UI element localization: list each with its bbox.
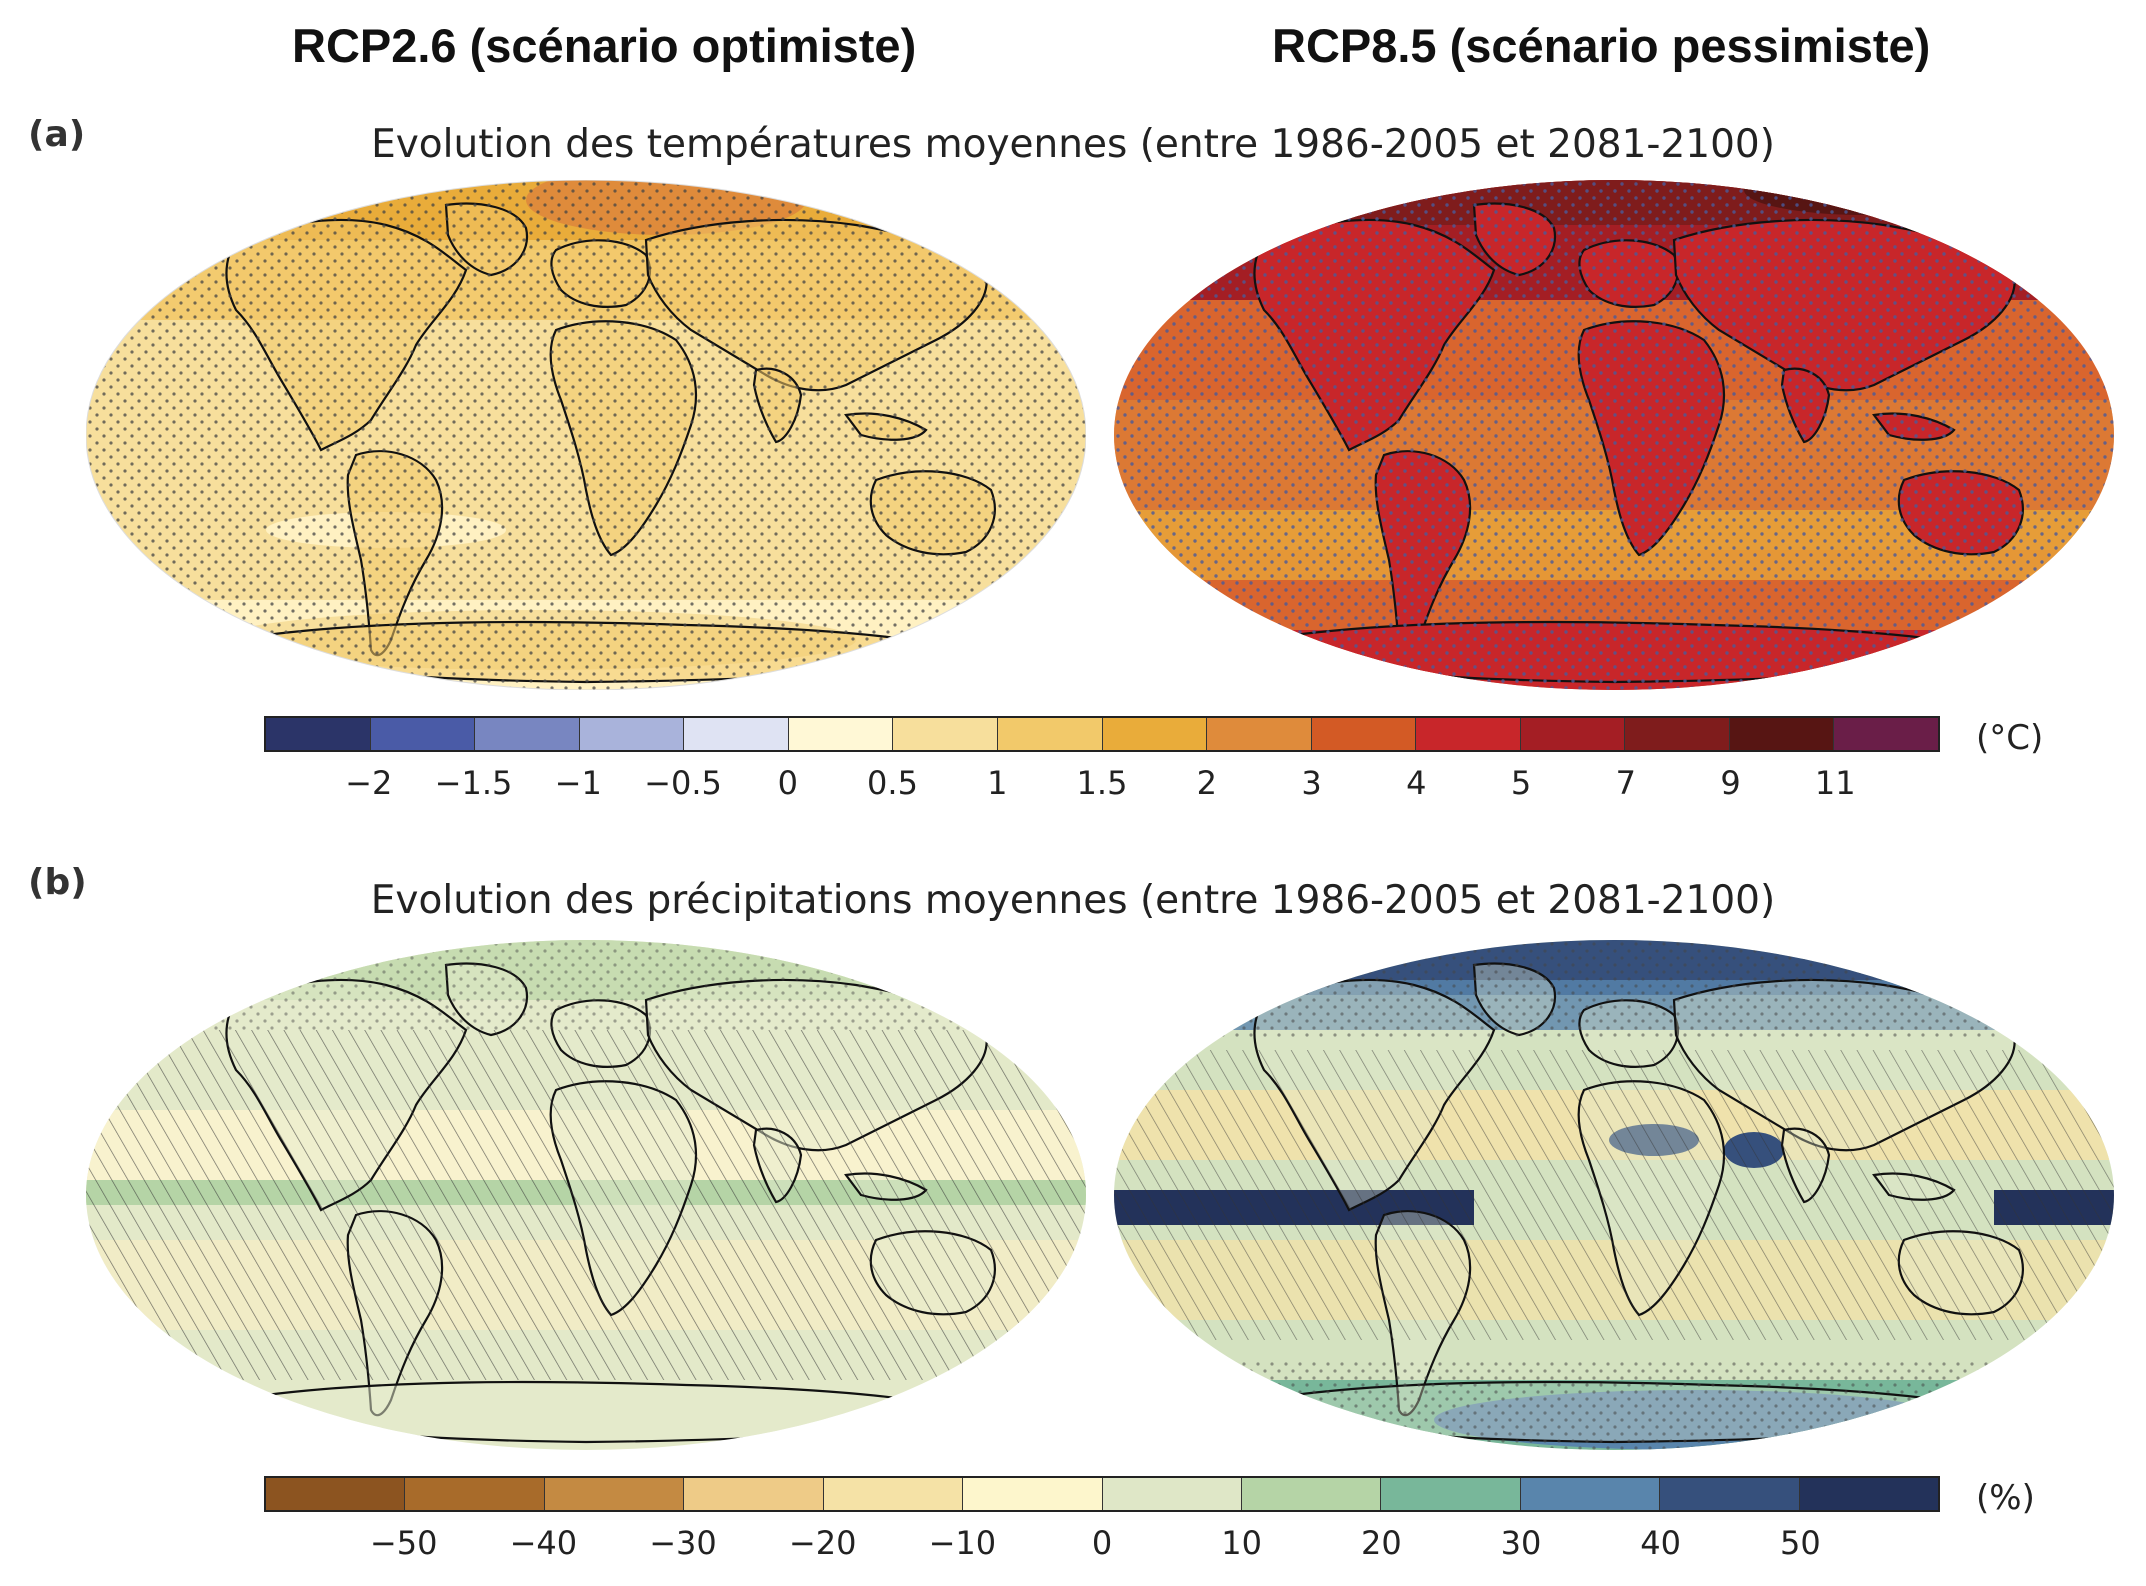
colorbar-swatch bbox=[684, 1478, 824, 1510]
colorbar-tick-label: 10 bbox=[1221, 1524, 1263, 1562]
colorbar-swatch bbox=[1799, 1478, 1939, 1510]
colorbar-temperature bbox=[264, 716, 1940, 752]
colorbar-tick-label: 0 bbox=[777, 764, 798, 802]
colorbar-swatch bbox=[1416, 718, 1521, 750]
colorbar-tick-label: −40 bbox=[509, 1524, 578, 1562]
colorbar-tick-label: 20 bbox=[1360, 1524, 1402, 1562]
colorbar-tick-label: −50 bbox=[369, 1524, 438, 1562]
colorbar-tick-label: 1.5 bbox=[1076, 764, 1128, 802]
colorbar-swatch bbox=[475, 718, 580, 750]
colorbar-tick-label: 2 bbox=[1196, 764, 1217, 802]
panel-label-b: (b) bbox=[28, 862, 87, 903]
colorbar-tick-label: 5 bbox=[1510, 764, 1532, 802]
colorbar-tick-label: 4 bbox=[1406, 764, 1427, 802]
colorbar-tick-label: 0 bbox=[1091, 1524, 1113, 1562]
colorbar-tick-label: −1.5 bbox=[434, 764, 513, 802]
colorbar-swatch bbox=[579, 718, 685, 750]
column-title-rcp85: RCP8.5 (scénario pessimiste) bbox=[1272, 19, 1931, 72]
colorbar-swatch bbox=[544, 1478, 685, 1510]
colorbar-swatch bbox=[684, 718, 789, 750]
map-temperature-rcp85 bbox=[1114, 180, 2114, 690]
panel-label-a: (a) bbox=[28, 114, 86, 155]
colorbar-swatch bbox=[1729, 718, 1835, 750]
colorbar-swatch bbox=[1520, 1478, 1661, 1510]
colorbar-tick-label: −1 bbox=[554, 764, 602, 802]
colorbar-swatch bbox=[370, 718, 476, 750]
colorbar-tick-label: 11 bbox=[1814, 764, 1856, 802]
colorbar-swatch bbox=[997, 718, 1103, 750]
colorbar-swatch bbox=[1625, 718, 1730, 750]
colorbar-swatch bbox=[1102, 1478, 1242, 1510]
colorbar-swatch bbox=[1520, 718, 1626, 750]
colorbar-swatch bbox=[266, 718, 371, 750]
colorbar-swatch bbox=[1311, 718, 1417, 750]
colorbar-tick-label: 7 bbox=[1615, 764, 1636, 802]
colorbar-tick-label: −0.5 bbox=[644, 764, 722, 802]
colorbar-tick-label: 0.5 bbox=[867, 764, 918, 802]
colorbar-tick-label: 9 bbox=[1720, 764, 1741, 802]
colorbar-swatch bbox=[963, 1478, 1103, 1510]
unit-label-precipitation: (%) bbox=[1976, 1478, 2035, 1518]
colorbar-swatch bbox=[405, 1478, 545, 1510]
colorbar-tick-label: −2 bbox=[345, 764, 393, 802]
colorbar-swatch bbox=[893, 718, 998, 750]
colorbar-swatch bbox=[823, 1478, 964, 1510]
map-precipitation-rcp85 bbox=[1114, 940, 2114, 1450]
colorbar-tick-label: −10 bbox=[928, 1524, 997, 1562]
colorbar-swatch bbox=[1102, 718, 1208, 750]
panel-title-precipitation: Evolution des précipitations moyennes (e… bbox=[370, 878, 1776, 923]
colorbar-tick-label: 30 bbox=[1500, 1524, 1542, 1562]
colorbar-precipitation bbox=[264, 1476, 1940, 1512]
colorbar-swatch bbox=[1207, 718, 1312, 750]
column-title-rcp26: RCP2.6 (scénario optimiste) bbox=[292, 19, 917, 72]
map-precipitation-rcp26 bbox=[86, 940, 1086, 1450]
panel-title-temperature: Evolution des températures moyennes (ent… bbox=[371, 122, 1775, 167]
unit-label-temperature: (°C) bbox=[1976, 718, 2044, 758]
colorbar-tick-label: 40 bbox=[1640, 1524, 1682, 1562]
colorbar-swatch bbox=[1660, 1478, 1800, 1510]
colorbar-tick-label: 50 bbox=[1779, 1524, 1821, 1562]
colorbar-tick-label: 3 bbox=[1301, 764, 1322, 802]
colorbar-swatch bbox=[1381, 1478, 1521, 1510]
colorbar-swatch bbox=[1241, 1478, 1382, 1510]
colorbar-swatch bbox=[1834, 718, 1938, 750]
colorbar-swatch bbox=[788, 718, 894, 750]
colorbar-tick-label: −20 bbox=[788, 1524, 857, 1562]
colorbar-tick-label: 1 bbox=[987, 764, 1008, 802]
colorbar-tick-label: −30 bbox=[649, 1524, 717, 1562]
map-temperature-rcp26 bbox=[86, 180, 1086, 690]
colorbar-swatch bbox=[266, 1478, 406, 1510]
